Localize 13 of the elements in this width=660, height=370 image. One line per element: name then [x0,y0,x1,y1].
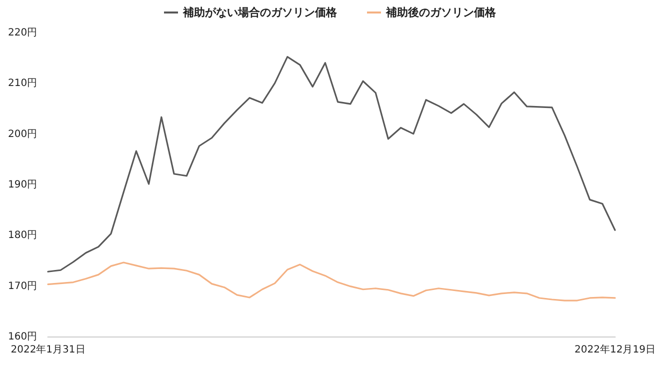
y-tick-label: 160円 [8,332,38,342]
y-tick-label: 220円 [8,28,38,38]
line-series [47,262,616,302]
legend-label: 補助後のガソリン価格 [385,6,497,19]
line-series [47,56,616,272]
x-tick-label: 2022年1月31日 [10,344,86,356]
legend-label: 補助がない場合のガソリン価格 [182,6,338,19]
x-tick-label: 2022年12月19日 [574,344,656,356]
y-tick-label: 190円 [8,180,38,190]
y-tick-label: 180円 [8,230,38,242]
y-tick-label: 170円 [8,280,38,292]
y-tick-label: 200円 [8,128,38,140]
y-tick-label: 210円 [8,78,38,90]
